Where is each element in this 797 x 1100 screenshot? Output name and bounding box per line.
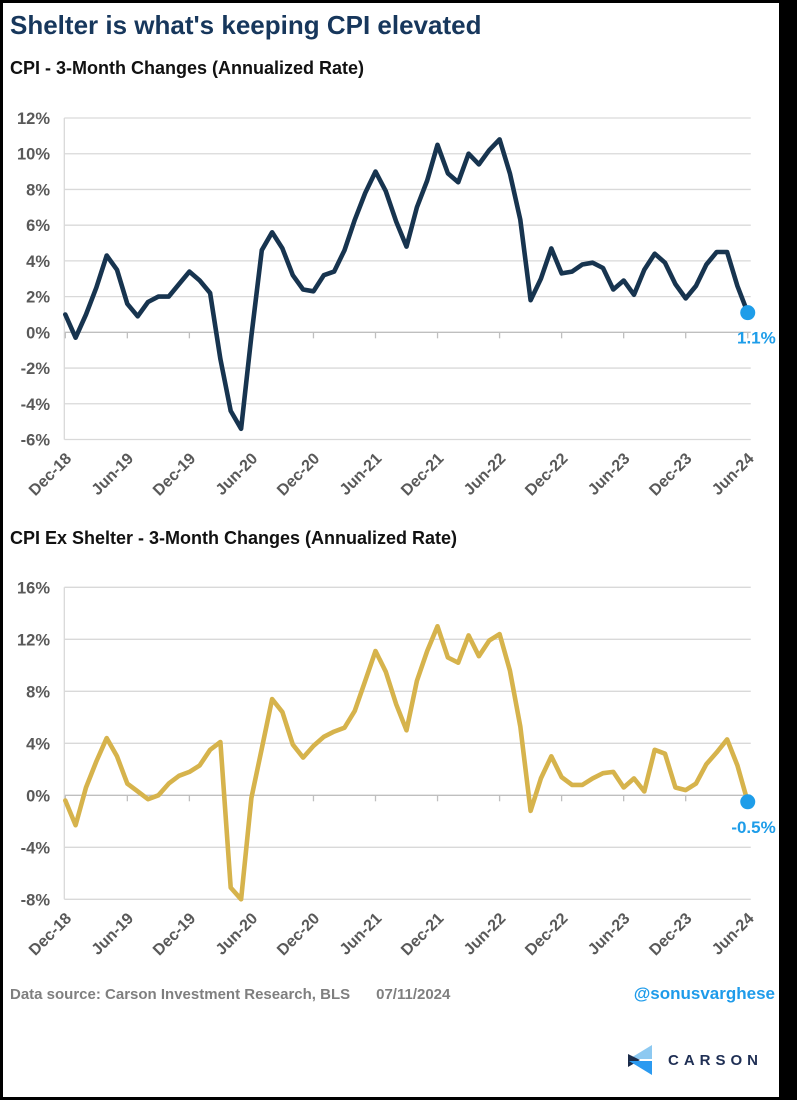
x-axis-label: Dec-23 [646,450,695,499]
y-axis-label: 8% [26,683,50,701]
x-axis-label: Dec-22 [522,910,571,959]
chart-title-cpi-ex-shelter: CPI Ex Shelter - 3-Month Changes (Annual… [10,528,458,548]
x-axis-label: Dec-21 [398,910,447,959]
x-axis-label: Jun-19 [89,450,138,499]
x-axis-label: Dec-22 [522,450,571,499]
y-axis-label: 12% [17,110,50,128]
page-title: Shelter is what's keeping CPI elevated [10,10,482,40]
cpi-line [63,137,751,432]
x-axis-label: Jun-24 [709,450,758,499]
y-axis-label: 4% [26,253,50,271]
x-axis-label: Dec-20 [274,450,323,499]
y-axis-label: 4% [26,735,50,753]
y-axis-label: -4% [21,839,51,857]
data-source-text: Data source: Carson Investment Research,… [10,986,351,1003]
x-axis-label: Dec-18 [26,910,75,959]
chart-title-cpi: CPI - 3-Month Changes (Annualized Rate) [10,58,365,78]
latest-point-dot [740,794,756,810]
x-axis-label: Dec-19 [150,450,199,499]
carson-logo-icon [628,1045,652,1075]
y-axis-label: 2% [26,289,50,307]
x-axis-label: Jun-23 [585,910,634,959]
x-axis-label: Jun-22 [461,910,510,959]
x-axis-label: Dec-18 [26,450,75,499]
x-axis-label: Jun-24 [709,910,758,959]
twitter-handle: @sonusvarghese [633,984,775,1003]
y-axis-label: 8% [26,181,50,199]
x-axis-label: Jun-19 [89,910,138,959]
x-axis-label: Dec-20 [274,910,323,959]
y-axis-label: -8% [21,891,51,909]
x-axis-label: Dec-23 [646,910,695,959]
x-axis-label: Jun-20 [213,910,262,959]
logo-triangle-navy [628,1054,640,1067]
y-axis-label: 0% [26,787,50,805]
carson-logo-wordmark: CARSON [668,1051,764,1069]
y-axis-label: 10% [17,146,50,164]
latest-point-dot [740,305,756,321]
border-left [0,0,3,1100]
y-axis-label: -4% [21,396,51,414]
y-axis-label: 16% [17,579,50,597]
latest-value-label: -0.5% [731,818,775,837]
border-bottom [0,1097,797,1100]
y-axis-label: 6% [26,217,50,235]
logo-triangle-blue [629,1061,652,1075]
y-axis-label: 12% [17,631,50,649]
x-axis-label: Jun-23 [585,450,634,499]
x-axis-label: Dec-21 [398,450,447,499]
footer: Data source: Carson Investment Research,… [10,984,775,1004]
y-axis-label: 0% [26,324,50,342]
x-axis-label: Jun-20 [213,450,262,499]
y-axis-label: -6% [21,432,51,450]
logo-triangle-light [629,1045,652,1059]
latest-value-label: 1.1% [737,329,776,348]
border-right [779,0,797,1100]
cpi-ex-shelter-line [63,623,751,902]
x-axis-label: Dec-19 [150,910,199,959]
x-axis-label: Jun-21 [337,450,386,499]
y-axis-label: -2% [21,360,51,378]
x-axis-label: Jun-22 [461,450,510,499]
footer-date: 07/11/2024 [376,986,451,1003]
carson-logo: CARSON [624,1040,780,1080]
border-top [0,0,797,3]
x-axis-label: Jun-21 [337,910,386,959]
